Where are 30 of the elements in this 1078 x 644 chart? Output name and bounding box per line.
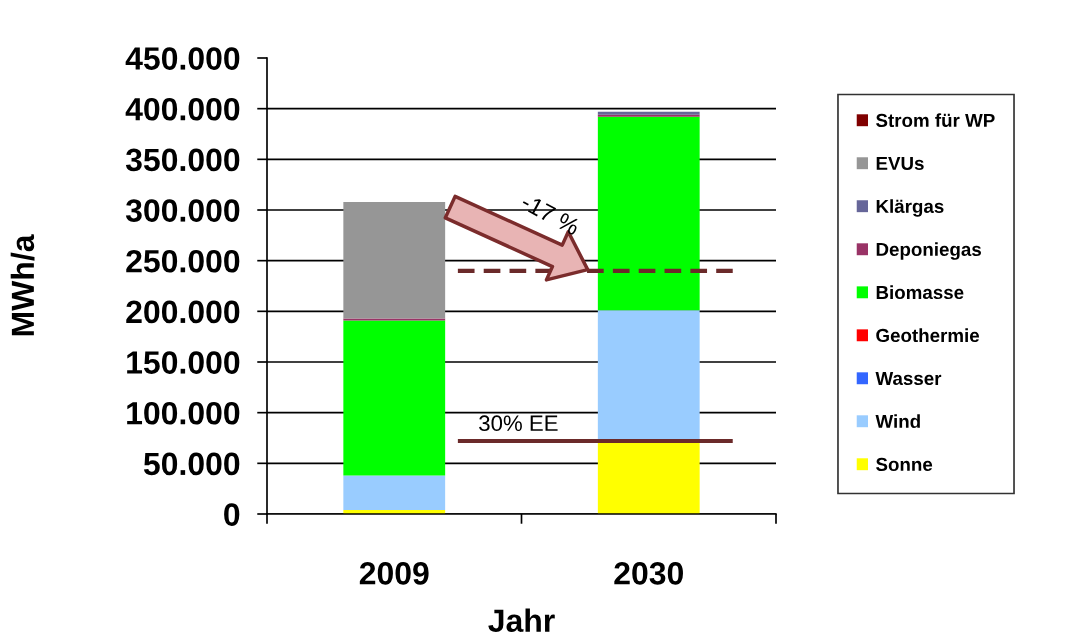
- y-axis-title: MWh/a: [10, 234, 35, 336]
- y-tick-label: 350.000: [125, 148, 240, 172]
- bar: [597, 442, 700, 514]
- legend-label: Biomasse: [876, 285, 964, 300]
- bar: [343, 320, 446, 476]
- legend-label: Sonne: [876, 457, 933, 472]
- y-tick-label: 100.000: [127, 401, 240, 425]
- y-tick-label: 0: [224, 503, 240, 526]
- y-tick-label: 50.000: [143, 452, 240, 476]
- legend-label: EVUs: [876, 156, 924, 171]
- bar: [343, 318, 446, 321]
- y-tick-label: 300.000: [125, 199, 240, 222]
- bar: [597, 116, 700, 311]
- x-axis-title: Jahr: [488, 608, 555, 633]
- legend-label: Strom für WP: [876, 113, 995, 128]
- legend-label: Geothermie: [876, 328, 980, 343]
- y-tick-label: 450.000: [125, 47, 240, 70]
- legend-label: Klärgas: [876, 199, 944, 217]
- legend-label: Wind: [875, 414, 920, 429]
- y-tick-label: 400.000: [125, 97, 240, 121]
- ref-line-label: 30% EE: [479, 415, 558, 432]
- y-tick-label: 200.000: [126, 300, 240, 324]
- y-tick-label: 250.000: [126, 249, 240, 273]
- annotation: -17 %: [520, 193, 581, 236]
- x-tick-label: 2009: [359, 562, 429, 585]
- legend-label: Deponiegas: [876, 242, 981, 260]
- bar: [343, 475, 446, 510]
- y-tick-label: 150.000: [127, 351, 240, 374]
- x-tick-label: 2030: [614, 562, 683, 585]
- legend-label: Wasser: [875, 371, 942, 386]
